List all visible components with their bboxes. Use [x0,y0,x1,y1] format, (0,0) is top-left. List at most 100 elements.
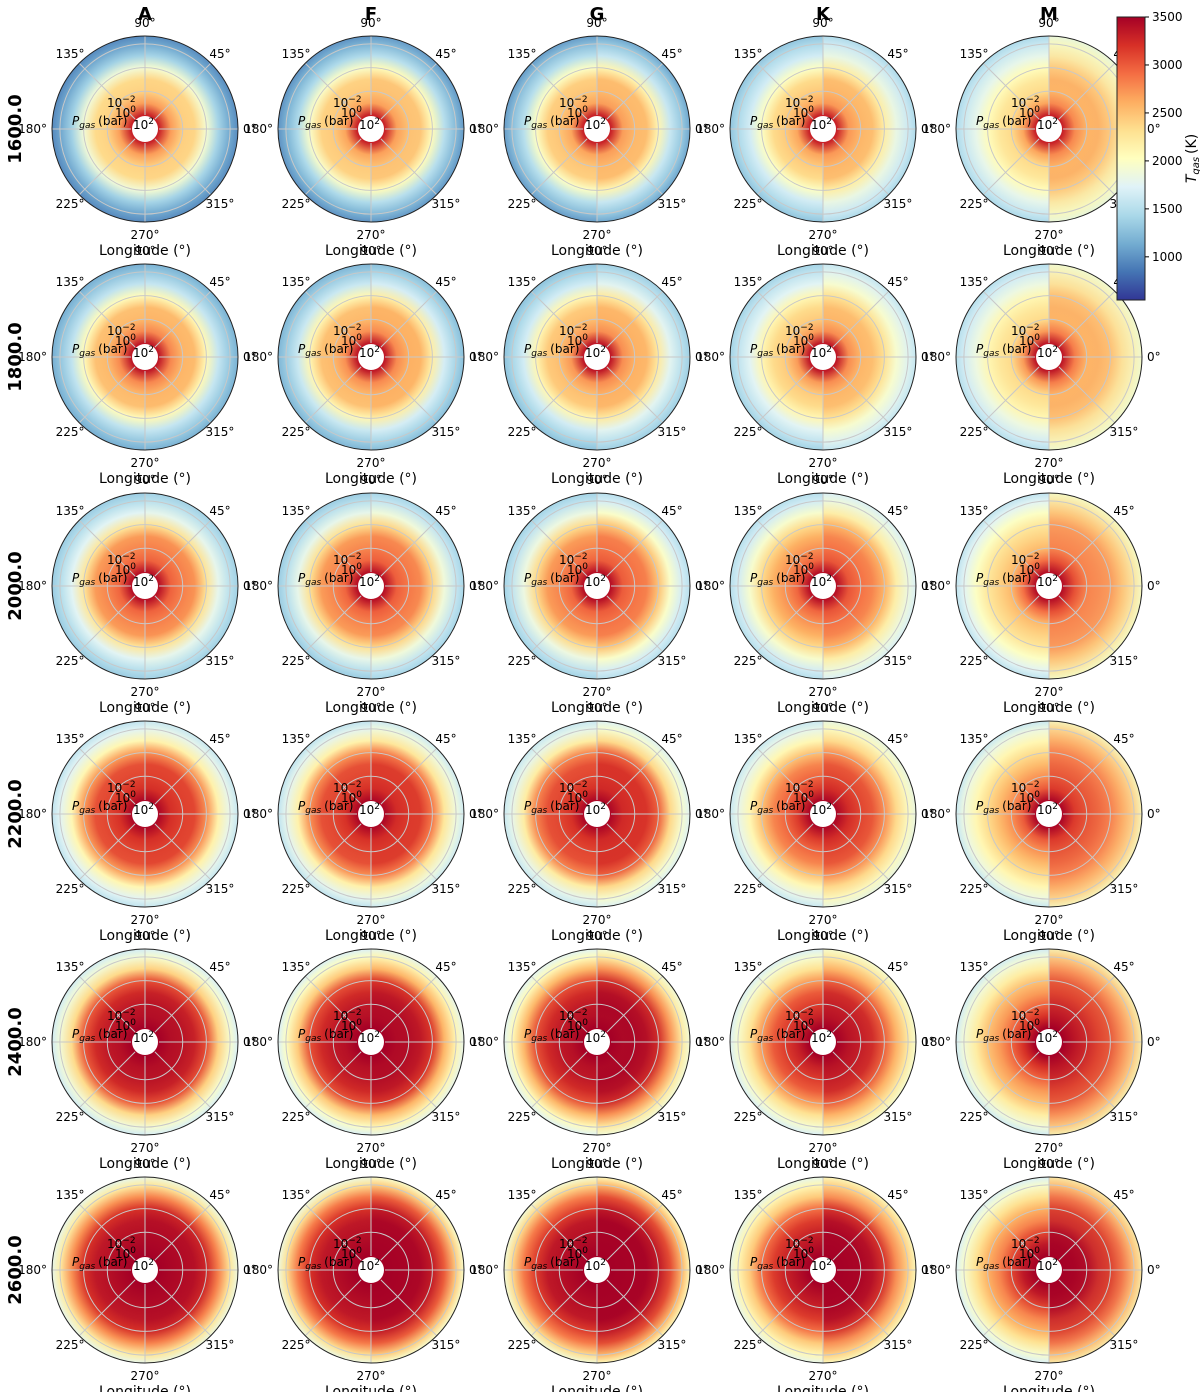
angular-gridline [78,290,136,348]
angular-tick-label: 45° [209,732,230,746]
angular-tick-label: 45° [435,504,456,518]
angular-tick-label: 270° [809,685,838,699]
longitude-axis-label: Longitude (°) [99,1384,191,1392]
angular-tick-label: 90° [134,16,155,30]
polar-outline [729,948,917,1136]
angular-gridline [78,366,136,424]
radial-axis-label: Pgas (bar) [524,799,579,816]
radial-tick-label: 102 [359,1258,380,1273]
angular-tick-label: 180° [696,1035,725,1049]
angular-gridline [530,290,588,348]
radial-tick-label: 10−2 [1011,95,1040,110]
center-hole [810,573,836,599]
polar-outline [503,948,691,1136]
radial-axis-label: Pgas (bar) [72,1027,127,1044]
angular-tick-label: 45° [1113,732,1134,746]
angular-tick-label: 315° [1110,654,1139,668]
polar-outline [729,263,917,451]
angular-gridline [832,62,890,120]
radial-tick-label: 100 [793,105,814,120]
longitude-axis-label: Longitude (°) [551,928,643,944]
angular-tick-label: 180° [470,350,499,364]
radial-tick-label: 100 [115,790,136,805]
angular-tick-label: 135° [56,275,85,289]
angular-gridline [78,975,136,1033]
angular-tick-label: 135° [282,47,311,61]
angular-tick-label: 135° [734,960,763,974]
row-label-2600-0: 2600.0 [5,1235,26,1304]
angular-gridline [982,366,1040,424]
radial-tick-label: 102 [133,345,154,360]
angular-gridline [756,1203,814,1261]
angular-tick-label: 90° [812,701,833,715]
radial-axis-label: Pgas (bar) [298,114,353,131]
radial-tick-label: 10−2 [1011,323,1040,338]
radial-tick-label: 102 [811,1030,832,1045]
column-title-g: G [590,4,605,25]
radial-tick-label: 102 [133,1030,154,1045]
angular-tick-label: 45° [661,732,682,746]
angular-tick-label: 180° [470,807,499,821]
angular-tick-label: 315° [658,1110,687,1124]
angular-gridline [380,747,438,805]
angular-tick-label: 180° [922,1035,951,1049]
longitude-axis-label: Longitude (°) [551,700,643,716]
angular-tick-label: 180° [922,122,951,136]
angular-gridline [154,519,212,577]
angular-gridline [304,62,362,120]
angular-gridline [380,1051,438,1109]
angular-tick-label: 225° [960,654,989,668]
angular-tick-label: 315° [206,882,235,896]
angular-gridline [78,595,136,653]
angular-gridline [1058,1203,1116,1261]
angular-tick-label: 270° [1035,456,1064,470]
center-hole [132,1257,158,1283]
row-label-2000-0: 2000.0 [5,551,26,620]
angular-tick-label: 45° [887,504,908,518]
center-hole [584,344,610,370]
longitude-axis-label: Longitude (°) [777,700,869,716]
angular-gridline [606,366,664,424]
longitude-axis-label: Longitude (°) [1003,471,1095,487]
angular-tick-label: 225° [282,197,311,211]
angular-tick-label: 90° [360,16,381,30]
angular-tick-label: 180° [696,1263,725,1277]
angular-tick-label: 180° [244,350,273,364]
radial-tick-label: 102 [133,802,154,817]
angular-tick-label: 315° [1110,882,1139,896]
angular-tick-label: 180° [696,122,725,136]
radial-tick-label: 100 [567,105,588,120]
angular-gridline [832,290,890,348]
angular-gridline [304,823,362,881]
angular-tick-label: 135° [56,732,85,746]
colorbar-gradient [1116,16,1146,301]
angular-tick-label: 315° [884,197,913,211]
angular-tick-label: 315° [884,1338,913,1352]
longitude-axis-label: Longitude (°) [1003,1384,1095,1392]
angular-tick-label: 90° [586,244,607,258]
center-hole [584,116,610,142]
polar-outline [955,948,1143,1136]
center-hole [810,116,836,142]
radial-tick-label: 10−2 [785,1008,814,1023]
angular-tick-label: 135° [56,960,85,974]
angular-tick-label: 180° [470,1035,499,1049]
radial-tick-label: 102 [585,1030,606,1045]
angular-tick-label: 315° [658,882,687,896]
longitude-axis-label: Longitude (°) [325,471,417,487]
radial-tick-label: 100 [1019,105,1040,120]
longitude-axis-label: Longitude (°) [325,1156,417,1172]
angular-tick-label: 0° [243,1035,257,1049]
angular-tick-label: 135° [508,732,537,746]
radial-tick-label: 10−2 [333,95,362,110]
polar-outline [729,720,917,908]
angular-gridline [304,1203,362,1261]
angular-tick-label: 0° [1147,350,1161,364]
angular-tick-label: 180° [244,1263,273,1277]
radial-tick-label: 100 [567,1018,588,1033]
angular-tick-label: 270° [357,913,386,927]
angular-gridline [304,1051,362,1109]
angular-gridline [380,138,438,196]
